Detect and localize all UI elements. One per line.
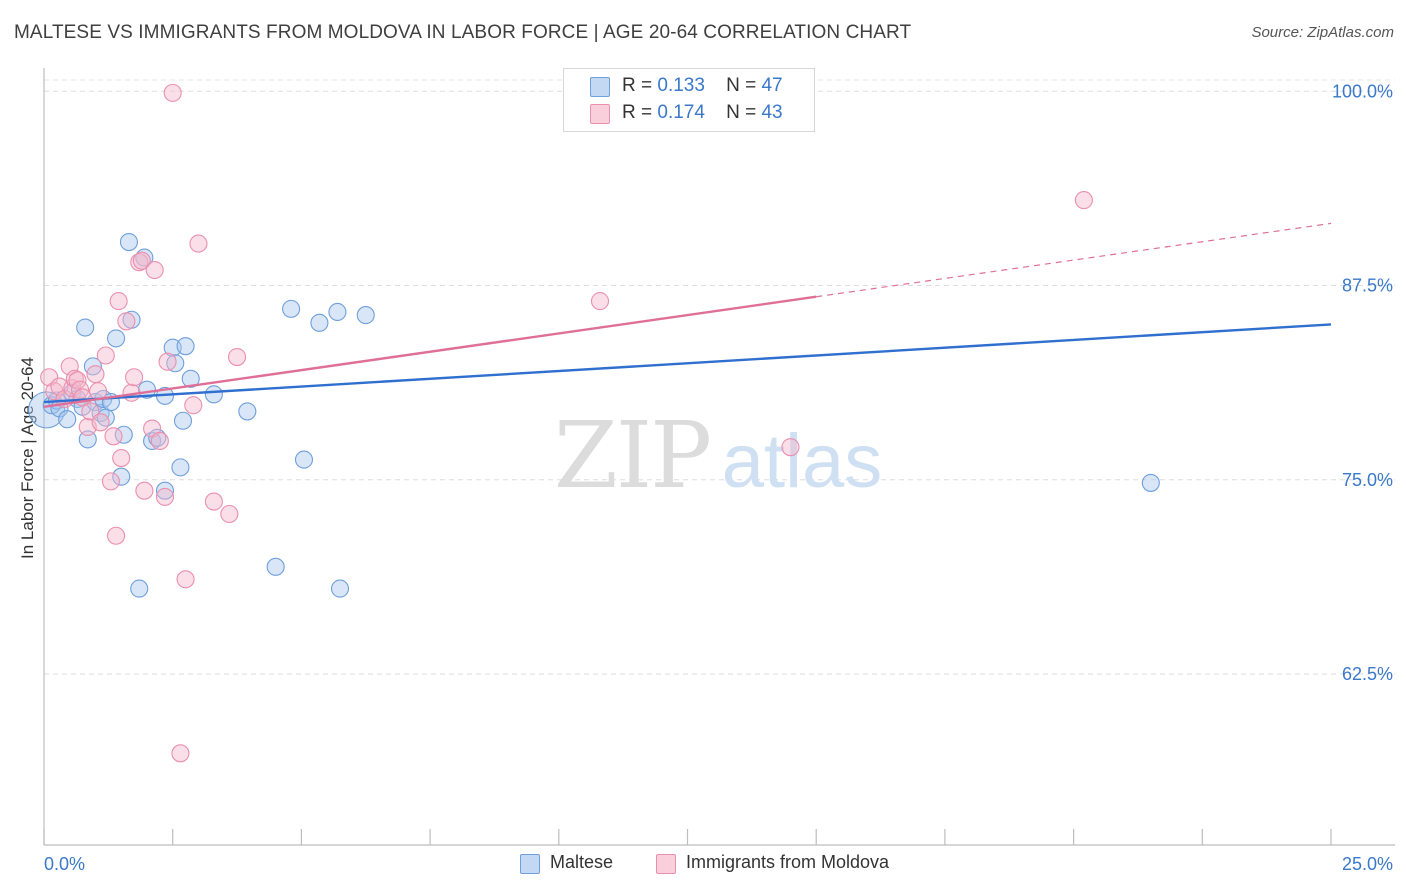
legend-label-moldova: Immigrants from Moldova xyxy=(686,852,890,872)
watermark: ZIP atlas xyxy=(554,402,882,509)
maltese-point xyxy=(155,481,175,500)
y-tick-label: 100.0% xyxy=(1332,81,1393,101)
maltese-point xyxy=(58,410,77,429)
maltese-point xyxy=(119,232,138,252)
maltese-point xyxy=(112,467,131,486)
moldova-swatch xyxy=(590,104,610,124)
maltese-point xyxy=(166,354,185,373)
moldova-point xyxy=(135,481,154,500)
x-tick-label: 25.0% xyxy=(1342,854,1393,874)
r-value: 0.174 xyxy=(657,102,705,123)
maltese-point xyxy=(173,411,193,430)
moldova-point xyxy=(91,413,110,432)
maltese-point xyxy=(356,306,375,325)
maltese-point xyxy=(130,579,149,598)
moldova-point xyxy=(117,312,136,331)
maltese-swatch xyxy=(590,77,610,97)
maltese-point xyxy=(282,299,301,318)
moldova-point xyxy=(101,472,120,491)
moldova-point xyxy=(204,492,223,511)
y-tick-label: 75.0% xyxy=(1342,470,1393,490)
maltese-point xyxy=(310,313,329,332)
maltese-point xyxy=(76,318,95,337)
maltese-point xyxy=(1141,473,1160,492)
n-label: N = xyxy=(726,75,757,96)
moldova-point xyxy=(150,431,169,451)
moldova-point xyxy=(1074,191,1093,210)
maltese-point xyxy=(176,337,195,356)
data-points xyxy=(28,82,1160,763)
moldova-point xyxy=(86,365,105,384)
maltese-point xyxy=(204,385,223,404)
watermark-zip: ZIP xyxy=(554,402,710,509)
tick-labels: 100.0% 87.5% 75.0% 62.5% 0.0% 25.0% xyxy=(44,81,1393,874)
r-label: R = xyxy=(622,75,653,96)
maltese-point xyxy=(137,380,157,399)
n-value: 47 xyxy=(761,75,783,96)
n-value: 43 xyxy=(761,102,783,123)
trend-lines xyxy=(43,222,1332,408)
stats-legend: R = 0.133 N = 47 R = 0.174 N = 43 xyxy=(563,68,815,132)
legend-label-maltese: Maltese xyxy=(550,852,614,872)
moldova-point xyxy=(184,396,203,415)
maltese-point xyxy=(330,579,350,598)
moldova-point xyxy=(220,504,239,524)
watermark-atlas: atlas xyxy=(722,419,883,504)
chart-title: MALTESE VS IMMIGRANTS FROM MOLDOVA IN LA… xyxy=(14,22,912,43)
moldova-point xyxy=(145,260,164,280)
maltese-trend-line xyxy=(43,323,1332,404)
moldova-point xyxy=(590,292,610,311)
maltese-point xyxy=(171,458,190,477)
moldova-point xyxy=(228,347,247,367)
axes xyxy=(43,68,1395,846)
maltese-point xyxy=(238,402,257,421)
moldova-point xyxy=(96,346,115,365)
moldova-point xyxy=(104,427,123,446)
n-label: N = xyxy=(726,102,757,123)
maltese-point xyxy=(266,557,285,576)
moldova-point xyxy=(109,292,128,311)
moldova-point xyxy=(158,352,177,371)
r-label: R = xyxy=(622,102,653,123)
moldova-point xyxy=(107,526,126,545)
moldova-point xyxy=(112,449,131,468)
y-tick-label: 87.5% xyxy=(1342,276,1393,296)
maltese-point xyxy=(328,302,347,322)
moldova-point xyxy=(163,83,182,102)
maltese-point xyxy=(148,428,167,447)
maltese-point xyxy=(181,369,200,388)
source-label: Source: ZipAtlas.com xyxy=(1251,24,1394,41)
moldova-point xyxy=(40,368,59,387)
moldova-legend-swatch xyxy=(656,854,676,874)
maltese-point xyxy=(143,431,162,451)
maltese-point xyxy=(294,450,314,469)
x-tick-label: 0.0% xyxy=(44,854,85,874)
maltese-point xyxy=(107,329,126,348)
moldova-point xyxy=(155,487,175,506)
moldova-point xyxy=(189,234,208,253)
maltese-point xyxy=(78,430,97,449)
moldova-point xyxy=(171,744,190,763)
moldova-trend-line-extension xyxy=(816,222,1332,298)
moldova-point xyxy=(132,251,151,270)
moldova-trend-line xyxy=(43,295,817,408)
r-value: 0.133 xyxy=(657,75,705,96)
y-tick-label: 62.5% xyxy=(1342,664,1393,684)
moldova-point xyxy=(781,438,800,457)
maltese-legend-swatch xyxy=(520,854,540,874)
moldova-point xyxy=(176,570,195,589)
moldova-point xyxy=(125,368,144,387)
